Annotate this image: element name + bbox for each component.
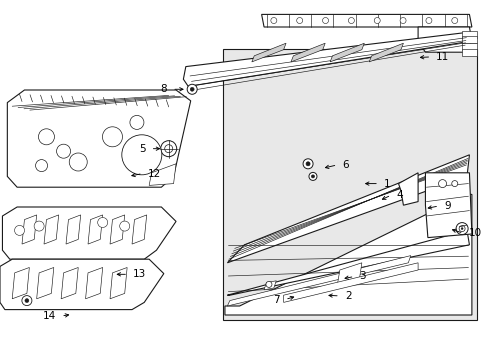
Polygon shape xyxy=(417,27,471,52)
Polygon shape xyxy=(461,49,476,56)
Circle shape xyxy=(308,172,316,180)
Polygon shape xyxy=(12,267,29,299)
Polygon shape xyxy=(223,49,476,320)
Circle shape xyxy=(399,18,405,23)
Polygon shape xyxy=(227,230,468,295)
Polygon shape xyxy=(337,263,361,284)
Text: 12: 12 xyxy=(147,168,161,179)
Polygon shape xyxy=(44,215,59,244)
Polygon shape xyxy=(368,43,403,62)
Circle shape xyxy=(296,18,302,23)
Circle shape xyxy=(265,282,271,287)
Polygon shape xyxy=(251,43,285,62)
Circle shape xyxy=(187,84,197,94)
Text: 14: 14 xyxy=(43,311,56,321)
Polygon shape xyxy=(37,267,54,299)
Polygon shape xyxy=(132,215,146,244)
Circle shape xyxy=(57,144,70,158)
Text: 3: 3 xyxy=(359,271,366,282)
Polygon shape xyxy=(88,215,102,244)
Text: 1: 1 xyxy=(383,179,390,189)
Circle shape xyxy=(303,159,312,169)
Polygon shape xyxy=(283,263,417,302)
Circle shape xyxy=(451,18,457,23)
Circle shape xyxy=(458,226,464,231)
Circle shape xyxy=(98,217,107,228)
Circle shape xyxy=(36,159,47,172)
Circle shape xyxy=(130,116,143,129)
Text: 8: 8 xyxy=(160,84,167,94)
Circle shape xyxy=(322,18,328,23)
Circle shape xyxy=(164,145,172,153)
Polygon shape xyxy=(110,215,124,244)
Circle shape xyxy=(373,18,380,23)
Circle shape xyxy=(305,162,309,166)
Circle shape xyxy=(161,141,176,157)
Text: 4: 4 xyxy=(395,190,402,200)
Circle shape xyxy=(425,18,431,23)
Circle shape xyxy=(69,153,87,171)
Text: 2: 2 xyxy=(344,291,351,301)
Polygon shape xyxy=(290,43,325,62)
Polygon shape xyxy=(149,164,176,185)
Circle shape xyxy=(122,135,162,175)
Polygon shape xyxy=(22,215,37,244)
Circle shape xyxy=(460,228,462,230)
Text: 7: 7 xyxy=(273,294,280,305)
Polygon shape xyxy=(183,32,468,86)
Circle shape xyxy=(102,127,122,147)
Text: 13: 13 xyxy=(133,269,146,279)
Circle shape xyxy=(455,222,467,235)
Text: 9: 9 xyxy=(443,201,450,211)
Circle shape xyxy=(120,221,129,231)
Polygon shape xyxy=(85,267,102,299)
Polygon shape xyxy=(264,281,276,290)
Polygon shape xyxy=(461,36,476,43)
Circle shape xyxy=(311,175,314,178)
Circle shape xyxy=(15,225,24,235)
Circle shape xyxy=(270,18,276,23)
Circle shape xyxy=(451,181,457,186)
Circle shape xyxy=(438,180,446,188)
Polygon shape xyxy=(461,43,476,50)
Polygon shape xyxy=(329,43,364,62)
Polygon shape xyxy=(227,256,410,306)
Text: 6: 6 xyxy=(342,160,348,170)
Circle shape xyxy=(39,129,54,145)
Circle shape xyxy=(190,87,194,91)
Polygon shape xyxy=(224,194,471,315)
Polygon shape xyxy=(227,155,468,263)
Polygon shape xyxy=(7,90,190,187)
Text: 5: 5 xyxy=(139,144,145,154)
Polygon shape xyxy=(425,173,471,238)
Text: 10: 10 xyxy=(468,228,481,238)
Polygon shape xyxy=(61,267,78,299)
Polygon shape xyxy=(261,14,471,27)
Circle shape xyxy=(22,296,32,306)
Text: 11: 11 xyxy=(435,52,448,62)
Polygon shape xyxy=(398,173,417,205)
Circle shape xyxy=(25,298,29,303)
Polygon shape xyxy=(110,267,127,299)
Polygon shape xyxy=(2,207,176,259)
Circle shape xyxy=(34,221,44,231)
Polygon shape xyxy=(461,31,476,38)
Polygon shape xyxy=(66,215,81,244)
Circle shape xyxy=(347,18,354,23)
Polygon shape xyxy=(0,259,163,310)
